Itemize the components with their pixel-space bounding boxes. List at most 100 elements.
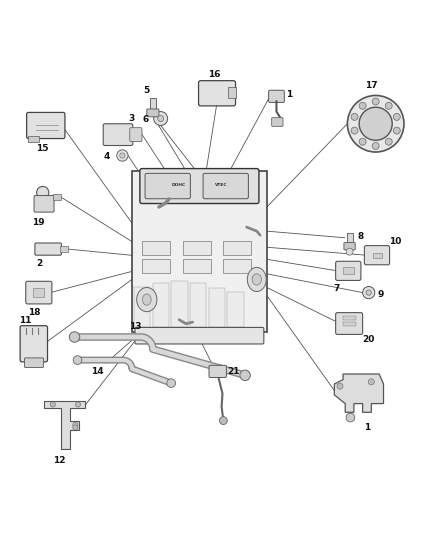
Circle shape (385, 138, 392, 145)
Circle shape (372, 98, 379, 105)
Circle shape (385, 102, 392, 109)
Bar (346, 232, 353, 244)
Text: 19: 19 (32, 218, 45, 227)
FancyBboxPatch shape (135, 327, 264, 344)
Text: 9: 9 (378, 290, 384, 300)
FancyBboxPatch shape (364, 246, 390, 265)
FancyBboxPatch shape (35, 243, 61, 255)
Text: VTEC: VTEC (215, 182, 227, 187)
Ellipse shape (252, 274, 261, 285)
Text: 11: 11 (19, 316, 32, 325)
Circle shape (372, 142, 379, 149)
Circle shape (346, 248, 353, 255)
Circle shape (393, 127, 400, 134)
Polygon shape (334, 374, 384, 413)
Bar (228, 87, 236, 98)
Bar (142, 241, 170, 255)
Ellipse shape (142, 294, 151, 305)
Bar (171, 281, 188, 327)
Ellipse shape (137, 287, 157, 312)
Circle shape (167, 379, 176, 387)
Circle shape (158, 116, 164, 122)
Text: 1: 1 (364, 423, 370, 432)
Bar (343, 268, 354, 274)
Text: 3: 3 (128, 114, 134, 123)
Circle shape (219, 417, 227, 424)
FancyBboxPatch shape (336, 313, 363, 334)
Text: 20: 20 (362, 335, 374, 344)
FancyBboxPatch shape (132, 171, 267, 332)
Bar (343, 316, 356, 320)
Bar (183, 259, 211, 273)
Ellipse shape (37, 187, 49, 199)
Bar (150, 98, 156, 111)
Text: 13: 13 (129, 322, 141, 331)
Circle shape (359, 138, 366, 145)
Bar (343, 322, 356, 326)
Bar (53, 194, 60, 200)
FancyBboxPatch shape (103, 124, 133, 146)
Circle shape (337, 383, 343, 389)
Circle shape (75, 402, 81, 407)
Text: 16: 16 (208, 70, 221, 79)
Bar (60, 246, 68, 252)
FancyBboxPatch shape (209, 365, 226, 377)
FancyBboxPatch shape (26, 281, 52, 304)
Circle shape (351, 114, 358, 120)
FancyBboxPatch shape (268, 90, 284, 102)
FancyBboxPatch shape (34, 196, 54, 212)
FancyBboxPatch shape (344, 243, 355, 250)
FancyBboxPatch shape (147, 109, 159, 117)
Circle shape (359, 102, 366, 109)
FancyBboxPatch shape (198, 80, 236, 106)
Text: 17: 17 (365, 81, 378, 90)
Polygon shape (44, 401, 85, 449)
Text: 12: 12 (53, 456, 66, 465)
FancyBboxPatch shape (20, 326, 47, 362)
Text: 1: 1 (286, 90, 293, 99)
FancyBboxPatch shape (130, 128, 142, 142)
Text: 5: 5 (143, 86, 149, 95)
Text: 18: 18 (28, 308, 40, 317)
Circle shape (73, 425, 78, 430)
Circle shape (117, 150, 128, 161)
Circle shape (359, 107, 392, 140)
Bar (183, 241, 211, 255)
FancyBboxPatch shape (140, 168, 259, 204)
Bar (153, 282, 169, 327)
Text: 6: 6 (142, 115, 148, 124)
FancyBboxPatch shape (25, 358, 44, 367)
Bar (227, 292, 244, 327)
Text: 7: 7 (333, 284, 340, 293)
Text: 10: 10 (389, 238, 401, 246)
Bar (134, 287, 150, 327)
Text: 2: 2 (36, 259, 43, 268)
Circle shape (363, 287, 375, 298)
Bar (373, 253, 382, 258)
FancyBboxPatch shape (203, 173, 248, 199)
Circle shape (393, 114, 400, 120)
Bar (142, 259, 170, 273)
Circle shape (69, 332, 80, 342)
Circle shape (154, 111, 168, 125)
Bar (190, 283, 206, 327)
FancyBboxPatch shape (27, 112, 65, 139)
Circle shape (347, 95, 404, 152)
Circle shape (240, 370, 251, 381)
Bar (209, 287, 225, 327)
FancyBboxPatch shape (272, 118, 283, 126)
Circle shape (351, 127, 358, 134)
Bar (223, 259, 251, 273)
FancyBboxPatch shape (145, 173, 191, 199)
Circle shape (50, 402, 55, 407)
Text: 15: 15 (36, 144, 49, 153)
Circle shape (73, 356, 82, 365)
Text: 14: 14 (91, 367, 103, 376)
Circle shape (366, 290, 371, 295)
Circle shape (346, 413, 355, 422)
Text: DOHC: DOHC (172, 182, 186, 187)
Ellipse shape (247, 268, 266, 292)
Bar (223, 241, 251, 255)
Text: 8: 8 (357, 231, 364, 240)
FancyBboxPatch shape (336, 261, 361, 280)
